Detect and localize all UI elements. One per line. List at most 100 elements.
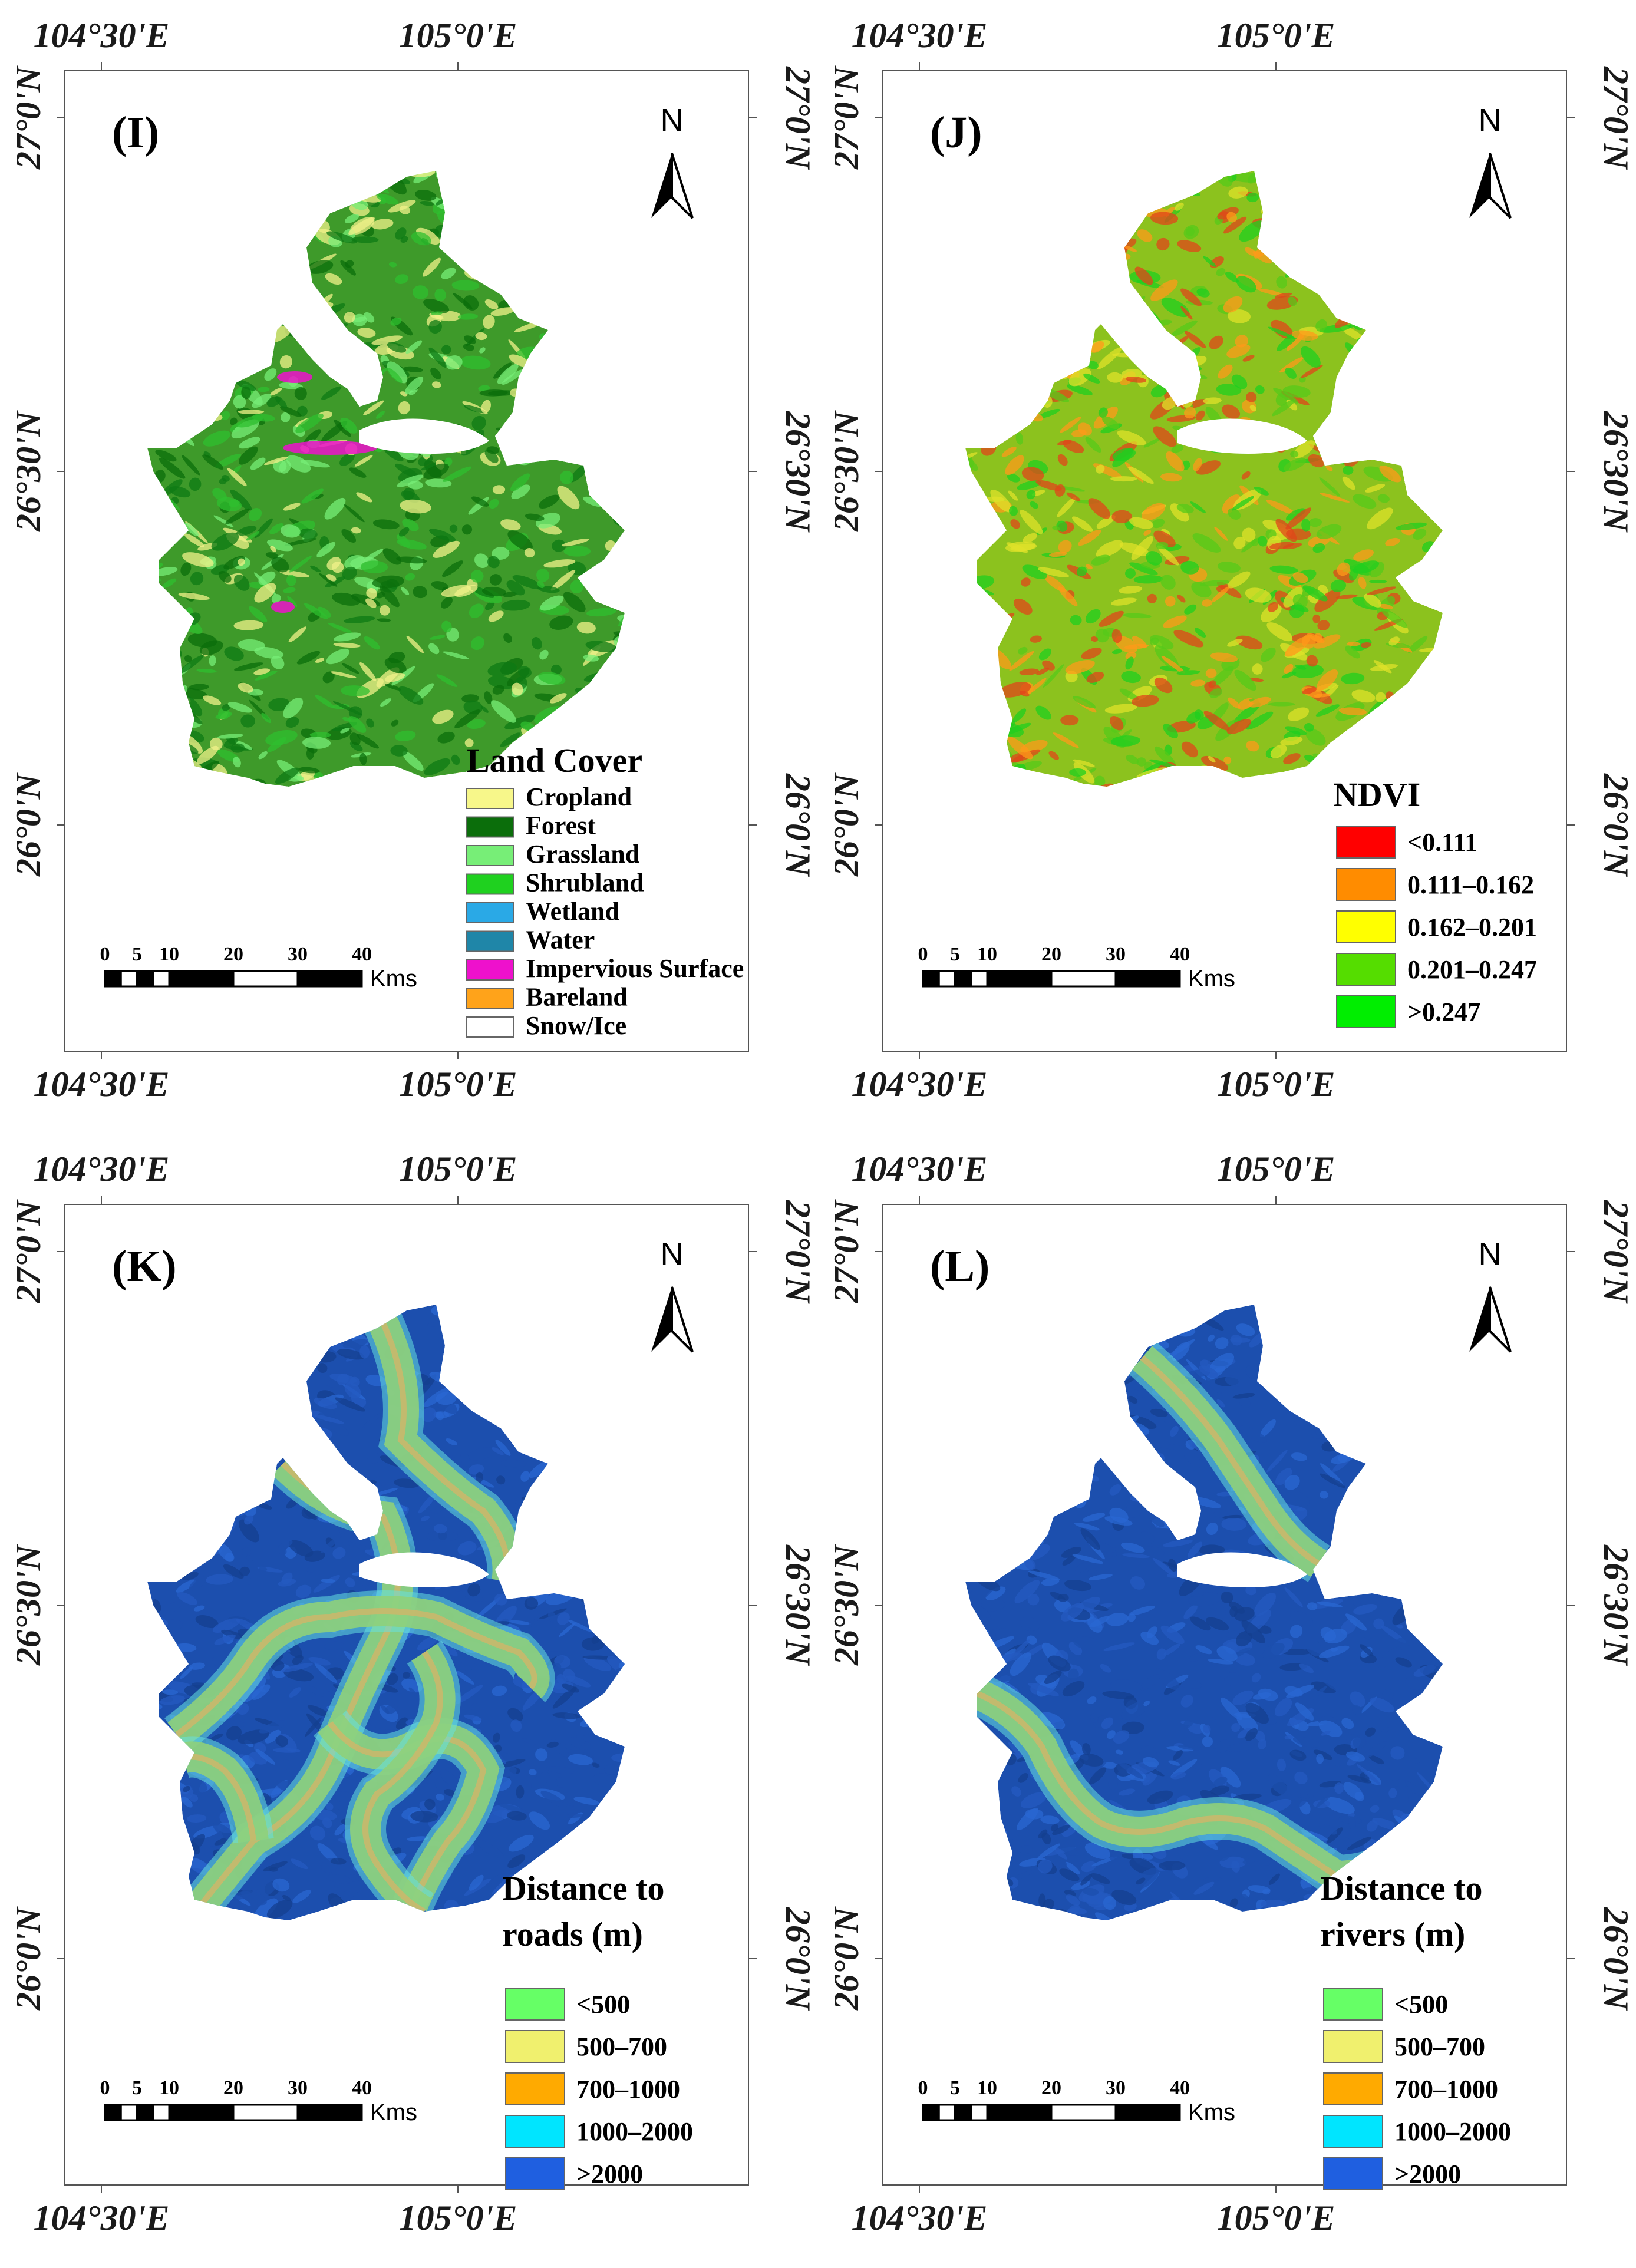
- legend-item-label: Grassland: [526, 840, 639, 869]
- latitude-label-left: 26°0'N: [9, 1906, 48, 2011]
- legend-item-label: >2000: [576, 2160, 643, 2188]
- latitude-label-right: 26°30'N: [779, 1544, 817, 1667]
- legend-swatch: [1336, 995, 1396, 1028]
- legend-swatch: [505, 2115, 565, 2148]
- scale-tick-label: 10: [977, 943, 997, 965]
- longitude-label-top: 105°0'E: [1217, 1150, 1335, 1189]
- scale-tick-label: 0: [918, 943, 928, 965]
- north-label: N: [661, 1236, 684, 1272]
- latitude-label-left: 27°0'N: [827, 1199, 866, 1303]
- scale-segment: [168, 970, 235, 988]
- latitude-label-right: 27°0'N: [779, 1200, 817, 1305]
- lake-area: [359, 1552, 489, 1587]
- north-label: N: [1479, 103, 1502, 138]
- legend-item-label: 500–700: [1394, 2032, 1485, 2061]
- legend-swatch: [466, 845, 514, 866]
- scale-segment: [232, 2104, 299, 2121]
- latitude-label-left: 26°0'N: [9, 772, 48, 877]
- scale-segment: [168, 2104, 235, 2121]
- latitude-label-right: 26°30'N: [779, 411, 817, 533]
- scale-segment: [938, 2104, 956, 2121]
- scale-segment: [104, 2104, 122, 2121]
- panel-label: (J): [930, 108, 982, 157]
- scale-tick-label: 20: [1041, 943, 1061, 965]
- legend: Land Cover CroplandForestGrasslandShrubla…: [466, 741, 744, 1040]
- legend-item-label: Cropland: [526, 783, 632, 811]
- scale-segment: [120, 970, 138, 988]
- scale-segment: [120, 2104, 138, 2121]
- scale-segment: [1114, 970, 1181, 988]
- scale-tick-label: 40: [352, 2077, 372, 2099]
- legend-swatch: [1323, 2030, 1383, 2063]
- scale-tick-label: 40: [352, 943, 372, 965]
- legend-swatch: [466, 816, 514, 838]
- legend-item-label: Impervious Surface: [526, 954, 744, 983]
- latitude-label-right: 26°0'N: [779, 1907, 817, 2012]
- longitude-label-bottom: 104°30'E: [34, 2198, 170, 2237]
- legend-swatch: [466, 930, 514, 952]
- north-arrow-icon: N: [1469, 103, 1512, 219]
- longitude-label-bottom: 105°0'E: [399, 1065, 517, 1104]
- map-panel-l: 104°30'E 104°30'E 105°0'E 105°0'E 27°0'N 27°0…: [827, 1150, 1635, 2237]
- scale-segment: [152, 970, 170, 988]
- scale-tick-label: 10: [977, 2077, 997, 2099]
- scale-segment: [986, 970, 1053, 988]
- longitude-label-bottom: 105°0'E: [399, 2198, 517, 2237]
- legend-item-label: Shrubland: [526, 869, 644, 897]
- legend: NDVI <0.111 0.111–0.162 0.162–0.201 0.201–0.…: [1333, 775, 1537, 1028]
- scale-tick-label: 30: [288, 943, 308, 965]
- legend-title: Distance to: [502, 1869, 664, 1907]
- scale-segment: [922, 2104, 940, 2121]
- latitude-label-left: 26°30'N: [827, 1543, 866, 1666]
- scale-segment: [296, 970, 363, 988]
- north-label: N: [661, 103, 684, 138]
- legend: Distance to roads (m) <500 500–700 700–1000 1…: [502, 1869, 693, 2190]
- scale-segment: [954, 970, 972, 988]
- scale-unit: Kms: [1188, 966, 1235, 992]
- latitude-label-left: 26°0'N: [827, 1906, 866, 2011]
- latitude-label-right: 26°30'N: [1597, 411, 1635, 533]
- legend-title: NDVI: [1333, 775, 1420, 814]
- legend-swatch: [466, 788, 514, 809]
- legend: Distance to rivers (m) <500 500–700 700–1000…: [1320, 1869, 1511, 2190]
- lake-area: [359, 418, 489, 454]
- legend-item-label: >0.247: [1407, 998, 1480, 1026]
- legend-item-label: Snow/Ice: [526, 1011, 626, 1040]
- panel-label: (I): [112, 108, 159, 157]
- scale-tick-label: 5: [132, 2077, 142, 2099]
- legend-swatch: [466, 902, 514, 923]
- scale-segment: [922, 970, 940, 988]
- latitude-label-right: 26°0'N: [1597, 773, 1635, 878]
- legend-item-label: 1000–2000: [576, 2117, 693, 2146]
- legend-item-label: 700–1000: [576, 2075, 680, 2104]
- legend-swatch: [466, 988, 514, 1009]
- scale-tick-label: 20: [1041, 2077, 1061, 2099]
- latitude-label-left: 27°0'N: [9, 1199, 48, 1303]
- scale-tick-label: 0: [918, 2077, 928, 2099]
- legend-swatch: [505, 2157, 565, 2190]
- latitude-label-right: 26°0'N: [779, 773, 817, 878]
- scale-segment: [136, 2104, 154, 2121]
- scale-segment: [152, 2104, 170, 2121]
- longitude-label-top: 104°30'E: [34, 1150, 170, 1189]
- panel-label: (L): [930, 1242, 989, 1291]
- scale-segment: [938, 970, 956, 988]
- map-panel-k: 104°30'E 104°30'E 105°0'E 105°0'E 27°0'N 27°0…: [9, 1150, 817, 2237]
- scale-segment: [104, 970, 122, 988]
- scale-tick-label: 10: [159, 943, 179, 965]
- legend-swatch: [505, 1988, 565, 2021]
- legend-item-label: Bareland: [526, 983, 628, 1012]
- longitude-label-top: 105°0'E: [1217, 16, 1335, 55]
- scale-segment: [970, 970, 988, 988]
- legend-swatch: [1323, 2115, 1383, 2148]
- legend-item-label: 0.162–0.201: [1407, 913, 1537, 942]
- scale-segment: [954, 2104, 972, 2121]
- legend-swatch: [1323, 2072, 1383, 2105]
- scale-tick-label: 40: [1170, 2077, 1190, 2099]
- longitude-label-top: 105°0'E: [399, 1150, 517, 1189]
- legend-item-label: 700–1000: [1394, 2075, 1498, 2104]
- scale-tick-label: 5: [950, 2077, 960, 2099]
